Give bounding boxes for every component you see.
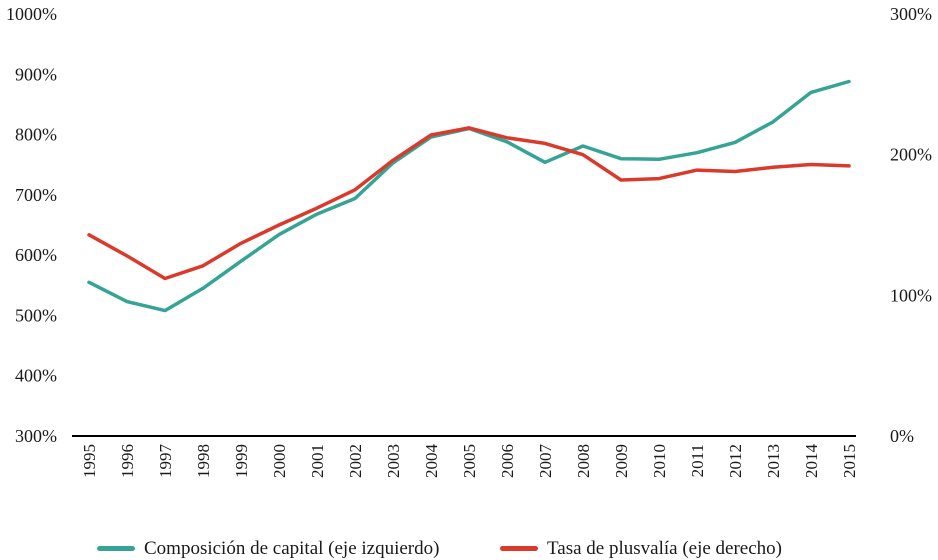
left-axis-tick-label: 300% — [15, 426, 57, 446]
x-axis-year-label: 2007 — [536, 444, 555, 479]
x-axis-year-label: 1996 — [118, 444, 137, 478]
x-axis-year-label: 2003 — [384, 444, 403, 478]
x-axis-year-label: 2002 — [346, 444, 365, 478]
x-axis-year-label: 1998 — [194, 444, 213, 478]
chart-plot-area: 300% 400% 500% 600% 700% 800% 900% 1000% 0% 100% 2… — [6, 4, 932, 479]
left-axis-tick-label: 900% — [15, 64, 57, 84]
x-axis-year-label: 2005 — [460, 444, 479, 478]
x-axis-year-label: 1997 — [156, 444, 175, 479]
right-axis-tick-label: 200% — [890, 145, 932, 165]
chart-legend: Composición de capital (eje izquierdo) T… — [0, 537, 938, 560]
left-axis-tick-label: 600% — [15, 245, 57, 265]
x-axis-year-label: 1995 — [80, 444, 99, 478]
legend-label-composicion-de-capital: Composición de capital (eje izquierdo) — [144, 537, 440, 559]
x-axis-year-label: 2009 — [612, 444, 631, 478]
legend-label-tasa-de-plusvalia: Tasa de plusvalía (eje derecho) — [547, 537, 782, 559]
x-axis-year-label: 2000 — [270, 444, 289, 478]
x-axis-year-label: 2008 — [574, 444, 593, 478]
right-axis-tick-label: 0% — [890, 426, 914, 446]
legend-item-composicion-de-capital: Composición de capital (eje izquierdo) — [97, 537, 439, 560]
left-axis-tick-label: 800% — [15, 125, 57, 145]
legend-swatch-composicion-line — [97, 546, 135, 551]
x-axis-year-label: 2001 — [308, 444, 327, 478]
x-axis-year-label: 2010 — [650, 444, 669, 478]
right-axis-tick-label: 100% — [890, 285, 932, 305]
right-axis-tick-label: 300% — [890, 4, 932, 24]
x-axis-year-label: 2004 — [422, 444, 441, 479]
x-axis-year-label: 2013 — [764, 444, 783, 478]
x-axis-year-label: 2012 — [726, 444, 745, 478]
tasa-de-plusvalia-line — [87, 126, 851, 281]
left-axis-tick-label: 400% — [15, 366, 57, 386]
left-axis-tick-label: 700% — [15, 185, 57, 205]
x-axis-year-label: 2014 — [802, 444, 821, 479]
x-axis-year-label: 2006 — [498, 444, 517, 478]
x-axis-year-label: 1999 — [232, 444, 251, 478]
left-axis-tick-label: 500% — [15, 305, 57, 325]
composicion-de-capital-line — [87, 79, 851, 313]
x-axis-year-label: 2011 — [688, 444, 707, 477]
legend-item-tasa-de-plusvalia: Tasa de plusvalía (eje derecho) — [500, 537, 782, 560]
left-axis-tick-label: 1000% — [6, 4, 57, 24]
legend-swatch-plusvalia-line — [500, 546, 538, 551]
x-axis-year-label: 2015 — [840, 444, 859, 478]
